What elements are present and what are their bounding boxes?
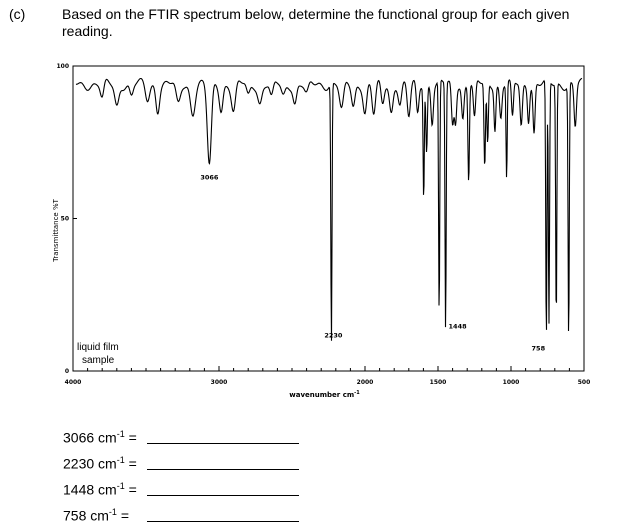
- answer-unit-exp: -1: [116, 481, 125, 491]
- answer-value: 2230: [63, 455, 95, 472]
- answer-value: 3066: [63, 429, 95, 446]
- answer-value: 758: [63, 507, 87, 524]
- y-tick-label: 50: [61, 216, 69, 223]
- answer-row-1448: 1448 cm-1 =: [63, 481, 299, 498]
- x-tick-label: 500: [578, 379, 591, 386]
- peak-label-2230: 2230: [324, 332, 343, 340]
- peak-label-1448: 1448: [449, 322, 468, 330]
- y-tick-label: 0: [65, 368, 69, 375]
- question-label: (c): [9, 6, 26, 22]
- x-tick-label: 2000: [357, 379, 374, 386]
- question-text: Based on the FTIR spectrum below, determ…: [62, 6, 570, 39]
- sample-note-line1: liquid film: [77, 342, 119, 353]
- answer-equals: =: [128, 429, 137, 446]
- answer-value: 1448: [63, 481, 95, 498]
- peak-label-758: 758: [532, 345, 546, 353]
- answer-unit-exp: -1: [116, 429, 125, 439]
- answer-equals: =: [128, 481, 137, 498]
- answer-unit: cm: [98, 455, 117, 472]
- sample-note-line2: sample: [82, 355, 115, 366]
- answer-blank-line[interactable]: [147, 495, 299, 496]
- answer-blank-line[interactable]: [147, 521, 299, 522]
- answer-unit-exp: -1: [116, 455, 125, 465]
- peak-label-3066: 3066: [200, 174, 219, 182]
- answer-row-2230: 2230 cm-1 =: [63, 455, 299, 472]
- y-tick-label: 100: [56, 63, 69, 70]
- spectrum-trace: [75, 77, 583, 341]
- answer-equals: =: [120, 507, 130, 524]
- x-tick-label: 4000: [65, 379, 82, 386]
- y-axis-label: Transmittance %T: [52, 198, 60, 263]
- x-axis-label: wavenumber cm-1: [289, 390, 360, 399]
- x-tick-label: 1500: [430, 379, 447, 386]
- answer-equals: =: [128, 455, 137, 472]
- answer-unit: cm: [90, 507, 109, 524]
- answer-unit: cm: [98, 481, 117, 498]
- answer-unit: cm: [98, 429, 117, 446]
- answer-row-758: 758 cm-1 =: [63, 507, 299, 524]
- answer-unit-exp: -1: [108, 507, 117, 517]
- x-tick-label: 1000: [503, 379, 520, 386]
- answer-blank-line[interactable]: [147, 469, 299, 470]
- x-tick-label: 3000: [211, 379, 228, 386]
- answer-blank-line[interactable]: [147, 443, 299, 444]
- answer-row-3066: 3066 cm-1 =: [63, 429, 299, 446]
- x-axis-label-exp: -1: [354, 390, 360, 396]
